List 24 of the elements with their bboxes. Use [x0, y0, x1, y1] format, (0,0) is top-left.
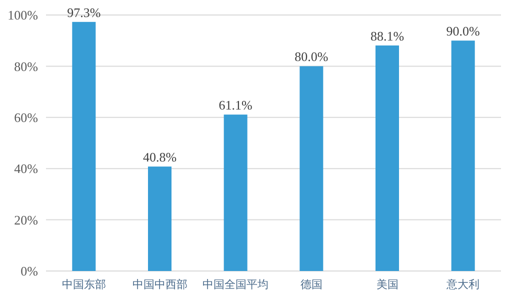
bar	[148, 166, 172, 271]
bar	[375, 45, 400, 271]
y-tick-label: 60%	[14, 110, 38, 125]
x-tick-label: 美国	[376, 278, 398, 291]
data-label: 90.0%	[446, 24, 480, 39]
x-tick-label: 中国中西部	[132, 278, 188, 291]
bar	[224, 114, 248, 271]
y-tick-label: 0%	[20, 264, 38, 279]
x-tick-label: 意大利	[446, 278, 480, 291]
bar	[72, 22, 96, 271]
bar	[300, 66, 324, 271]
data-label: 88.1%	[370, 28, 404, 44]
y-tick-label: 40%	[14, 161, 38, 176]
bar	[451, 40, 475, 271]
data-label: 40.8%	[142, 150, 177, 165]
x-tick-label: 中国全国平均	[202, 278, 269, 291]
x-tick-label: 中国东部	[62, 278, 106, 291]
y-tick-label: 20%	[14, 212, 38, 228]
data-label: 97.3%	[67, 4, 101, 20]
y-tick-label: 80%	[14, 58, 38, 74]
x-tick-label: 德国	[300, 278, 322, 291]
data-label: 61.1%	[218, 98, 253, 113]
y-tick-label: 100%	[8, 8, 38, 23]
data-label: 80.0%	[294, 49, 328, 64]
